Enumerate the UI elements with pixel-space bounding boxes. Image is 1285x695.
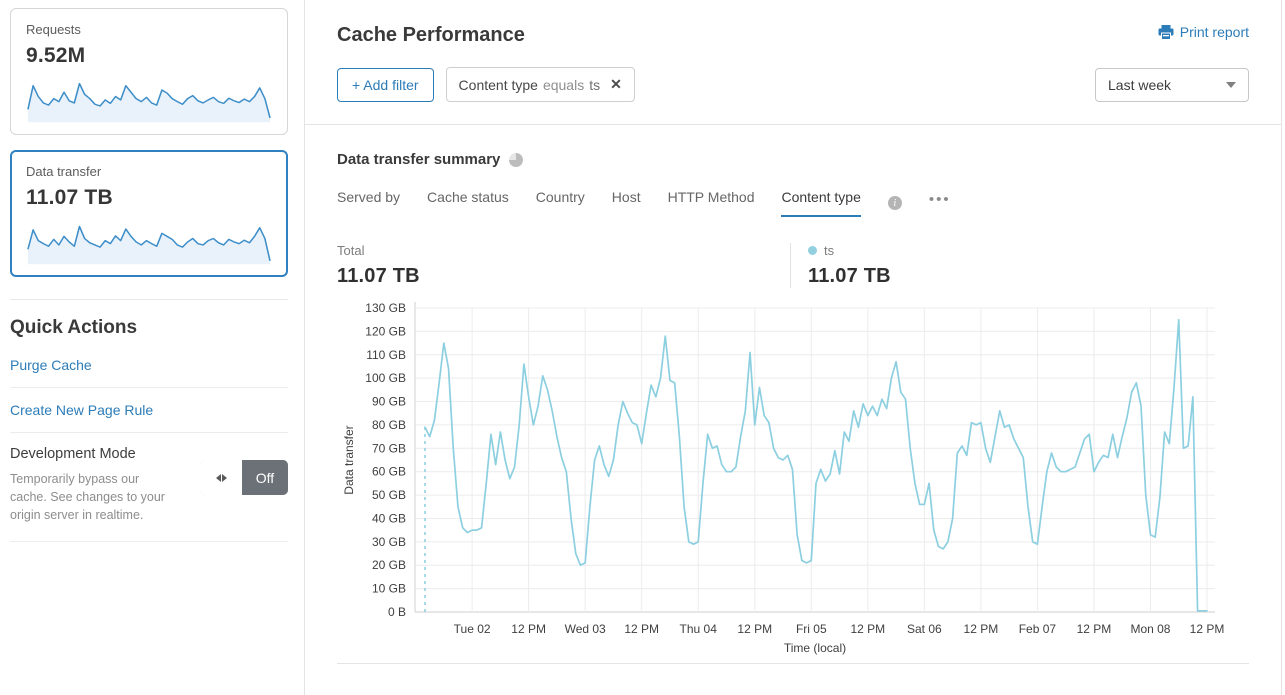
development-mode-title: Development Mode (10, 446, 136, 462)
total-label: Total (337, 243, 365, 258)
printer-icon (1158, 24, 1174, 40)
legend-item-ts: ts 11.07 TB (808, 243, 891, 288)
svg-text:60 GB: 60 GB (372, 465, 406, 479)
svg-text:30 GB: 30 GB (372, 535, 406, 549)
svg-text:Fri 05: Fri 05 (796, 622, 827, 636)
svg-text:120 GB: 120 GB (365, 324, 406, 338)
print-report-label: Print report (1179, 24, 1249, 40)
legend-series-value: 11.07 TB (808, 265, 891, 287)
toggle-arrows-icon (200, 460, 242, 495)
requests-card-value: 9.52M (26, 44, 86, 67)
svg-text:Sat 06: Sat 06 (907, 622, 942, 636)
filter-chip-field: Content type (458, 76, 538, 93)
tab-served-by[interactable]: Served by (337, 189, 401, 205)
development-mode-description: Temporarily bypass our cache. See change… (10, 472, 165, 522)
svg-text:Time (local): Time (local) (784, 641, 846, 655)
tab-http-method[interactable]: HTTP Method (667, 189, 755, 205)
tab-content-type[interactable]: Content type (781, 189, 861, 217)
page-title: Cache Performance (337, 24, 525, 46)
quick-actions-title: Quick Actions (10, 317, 138, 338)
info-icon[interactable]: i (887, 196, 902, 210)
svg-text:12 PM: 12 PM (1077, 622, 1112, 636)
svg-text:50 GB: 50 GB (372, 488, 406, 502)
requests-card[interactable]: Requests 9.52M (10, 8, 288, 135)
svg-text:110 GB: 110 GB (366, 348, 406, 362)
add-filter-button[interactable]: + Add filter (337, 67, 434, 102)
purge-cache-link[interactable]: Purge Cache (10, 343, 288, 388)
divider (790, 243, 791, 288)
svg-text:Data transfer: Data transfer (342, 425, 356, 494)
development-mode-toggle[interactable]: Off (200, 460, 288, 495)
svg-text:12 PM: 12 PM (624, 622, 659, 636)
svg-text:12 PM: 12 PM (737, 622, 772, 636)
svg-text:100 GB: 100 GB (365, 371, 406, 385)
data-transfer-card-label: Data transfer (26, 164, 102, 179)
svg-text:12 PM: 12 PM (850, 622, 885, 636)
pie-chart-icon (509, 152, 524, 167)
requests-card-label: Requests (26, 22, 81, 37)
summary-title: Data transfer summary (337, 151, 501, 168)
legend-series-name: ts (824, 243, 835, 258)
divider (10, 299, 288, 300)
svg-text:40 GB: 40 GB (372, 511, 406, 525)
toggle-state-label: Off (242, 460, 288, 495)
requests-sparkline-chart (27, 82, 271, 123)
svg-text:Wed 03: Wed 03 (565, 622, 606, 636)
summary-section: Data transfer summary Served by Cache st… (305, 125, 1281, 664)
main-content: Cache Performance Print report + Add fil… (305, 0, 1282, 695)
legend-dot-icon (808, 246, 817, 255)
filter-chip-operator: equals (542, 76, 585, 93)
svg-text:80 GB: 80 GB (372, 418, 406, 432)
totals-row: Total 11.07 TB ts 11.07 TB (337, 243, 1249, 288)
svg-text:12 PM: 12 PM (1190, 622, 1225, 636)
tab-host[interactable]: Host (611, 189, 641, 205)
chart-area: 0 B 10 GB 20 GB 30 GB 40 GB 50 GB 60 GB 70 GB 80… (337, 294, 1249, 661)
svg-text:Tue 02: Tue 02 (454, 622, 491, 636)
svg-text:12 PM: 12 PM (511, 622, 546, 636)
sidebar: Requests 9.52M Data transfer 11.07 TB Qu… (0, 0, 305, 695)
svg-text:90 GB: 90 GB (372, 395, 406, 409)
svg-text:0 B: 0 B (388, 605, 406, 619)
total-value: 11.07 TB (337, 265, 420, 287)
data-transfer-card-value: 11.07 TB (26, 186, 113, 209)
divider (337, 663, 1249, 664)
create-page-rule-link[interactable]: Create New Page Rule (10, 388, 288, 433)
chevron-down-icon (1226, 81, 1236, 88)
tab-cache-status[interactable]: Cache status (427, 189, 509, 205)
time-range-dropdown[interactable]: Last week (1095, 67, 1249, 102)
svg-text:130 GB: 130 GB (365, 301, 406, 315)
more-tabs-icon[interactable]: ••• (928, 190, 951, 208)
main-header: Cache Performance Print report (305, 0, 1281, 47)
svg-text:70 GB: 70 GB (372, 441, 406, 455)
svg-text:10 GB: 10 GB (372, 582, 406, 596)
dimension-tabs: Served by Cache status Country Host HTTP… (337, 189, 1249, 217)
svg-text:20 GB: 20 GB (372, 558, 406, 572)
svg-text:Mon 08: Mon 08 (1130, 622, 1170, 636)
svg-text:12 PM: 12 PM (964, 622, 999, 636)
remove-filter-icon[interactable]: ✕ (610, 76, 622, 92)
data-transfer-sparkline-chart (27, 225, 271, 265)
tab-country[interactable]: Country (535, 189, 585, 205)
svg-text:Feb 07: Feb 07 (1019, 622, 1057, 636)
svg-text:Thu 04: Thu 04 (680, 622, 718, 636)
data-transfer-line-chart[interactable]: 0 B 10 GB 20 GB 30 GB 40 GB 50 GB 60 GB 70 GB 80… (337, 294, 1249, 656)
time-range-value: Last week (1108, 76, 1172, 93)
data-transfer-card[interactable]: Data transfer 11.07 TB (10, 150, 288, 277)
print-report-link[interactable]: Print report (1158, 24, 1249, 40)
filter-chip[interactable]: Content type equals ts ✕ (445, 67, 635, 102)
development-mode-section: Development Mode Temporarily bypass our … (10, 433, 288, 543)
filter-row: + Add filter Content type equals ts ✕ La… (305, 47, 1281, 125)
filter-chip-value: ts (589, 76, 601, 93)
